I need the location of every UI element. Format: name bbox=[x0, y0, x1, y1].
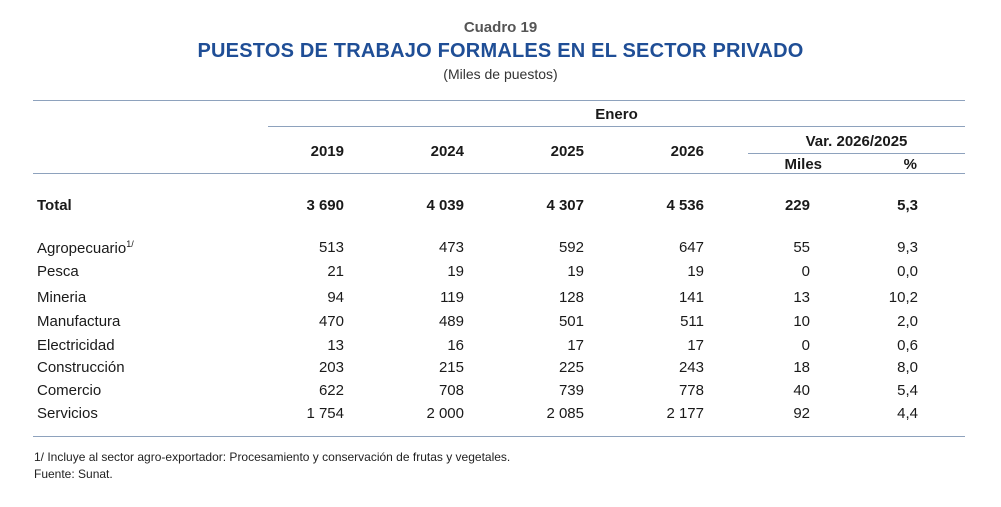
header-year-2026: 2026 bbox=[670, 143, 704, 160]
table-cell: 708 bbox=[438, 382, 464, 399]
table-cell: 473 bbox=[438, 239, 464, 256]
table-cell: 1 754 bbox=[306, 405, 344, 422]
table-cell: 0 bbox=[801, 263, 810, 280]
table-cell: 592 bbox=[558, 239, 584, 256]
table-cell: 513 bbox=[318, 239, 344, 256]
row-label: Electricidad bbox=[37, 337, 115, 354]
table-cell: 778 bbox=[678, 382, 704, 399]
table-cell: 19 bbox=[567, 263, 584, 280]
table-cell: 4 307 bbox=[546, 197, 584, 214]
table-cell: 489 bbox=[438, 313, 464, 330]
table-cell: 13 bbox=[327, 337, 344, 354]
row-label: Construcción bbox=[37, 359, 125, 376]
row-label: Agropecuario1/ bbox=[37, 239, 134, 257]
row-label-text: Agropecuario bbox=[37, 240, 127, 257]
row-label: Comercio bbox=[37, 382, 101, 399]
table-cell: 243 bbox=[678, 359, 704, 376]
table-cell: 4,4 bbox=[897, 405, 918, 422]
group-rule bbox=[268, 126, 965, 127]
row-label: Manufactura bbox=[37, 313, 120, 330]
table-cell: 0 bbox=[801, 337, 810, 354]
table-cell: 55 bbox=[793, 239, 810, 256]
table-cell: 13 bbox=[793, 289, 810, 306]
table-cell: 8,0 bbox=[897, 359, 918, 376]
table-cell: 10,2 bbox=[888, 289, 918, 306]
table-cell: 18 bbox=[793, 359, 810, 376]
table-cell: 141 bbox=[678, 289, 704, 306]
header-enero: Enero bbox=[595, 106, 638, 123]
row-label-text: Total bbox=[37, 197, 72, 214]
header-bottom-rule bbox=[33, 173, 965, 174]
table-unit: (Miles de puestos) bbox=[443, 66, 558, 82]
table-cell: 2,0 bbox=[897, 313, 918, 330]
table-cell: 16 bbox=[447, 337, 464, 354]
row-label-text: Servicios bbox=[37, 405, 98, 422]
table-cell: 17 bbox=[567, 337, 584, 354]
header-var-group: Var. 2026/2025 bbox=[805, 133, 908, 150]
table-cell: 0,0 bbox=[897, 263, 918, 280]
table-cell: 92 bbox=[793, 405, 810, 422]
table-cell: 501 bbox=[558, 313, 584, 330]
table-cell: 94 bbox=[327, 289, 344, 306]
table-cell: 40 bbox=[793, 382, 810, 399]
table-cell: 21 bbox=[327, 263, 344, 280]
table-cell: 215 bbox=[438, 359, 464, 376]
row-label: Mineria bbox=[37, 289, 86, 306]
table-cell: 229 bbox=[784, 197, 810, 214]
table-cell: 4 039 bbox=[426, 197, 464, 214]
table-cell: 2 177 bbox=[666, 405, 704, 422]
top-rule bbox=[33, 100, 965, 101]
table-label: Cuadro 19 bbox=[463, 19, 538, 36]
table-cell: 2 085 bbox=[546, 405, 584, 422]
table-cell: 19 bbox=[447, 263, 464, 280]
row-label: Pesca bbox=[37, 263, 79, 280]
table-cell: 203 bbox=[318, 359, 344, 376]
header-var-miles: Miles bbox=[784, 156, 822, 173]
table-cell: 17 bbox=[687, 337, 704, 354]
table-cell: 4 536 bbox=[666, 197, 704, 214]
table-cell: 0,6 bbox=[897, 337, 918, 354]
var-rule bbox=[748, 153, 965, 154]
table-cell: 10 bbox=[793, 313, 810, 330]
row-label-text: Comercio bbox=[37, 382, 102, 399]
table-cell: 5,4 bbox=[897, 382, 918, 399]
header-year-2019: 2019 bbox=[310, 143, 344, 160]
source-note: Fuente: Sunat. bbox=[34, 467, 113, 481]
row-label-text: Construcción bbox=[37, 359, 125, 376]
table-title: PUESTOS DE TRABAJO FORMALES EN EL SECTOR… bbox=[197, 40, 804, 62]
row-label-text: Pesca bbox=[37, 263, 79, 280]
header-year-2025: 2025 bbox=[550, 143, 584, 160]
table-cell: 511 bbox=[680, 313, 704, 330]
table-cell: 19 bbox=[687, 263, 704, 280]
bottom-rule bbox=[33, 436, 965, 437]
header-year-2024: 2024 bbox=[430, 143, 464, 160]
table-cell: 5,3 bbox=[897, 197, 918, 214]
table-cell: 9,3 bbox=[897, 239, 918, 256]
table-cell: 225 bbox=[558, 359, 584, 376]
table-cell: 119 bbox=[440, 289, 464, 306]
table-cell: 3 690 bbox=[306, 197, 344, 214]
table-cell: 470 bbox=[318, 313, 344, 330]
row-label-text: Mineria bbox=[37, 289, 87, 306]
table-cell: 647 bbox=[678, 239, 704, 256]
header-var-pct: % bbox=[903, 156, 917, 173]
footnote-marker: 1/ bbox=[126, 239, 134, 249]
table-cell: 128 bbox=[558, 289, 584, 306]
footnote: 1/ Incluye al sector agro-exportador: Pr… bbox=[34, 450, 511, 464]
table-cell: 2 000 bbox=[426, 405, 464, 422]
row-label: Servicios bbox=[37, 405, 98, 422]
table-cell: 622 bbox=[318, 382, 344, 399]
row-label: Total bbox=[37, 197, 72, 214]
table-cell: 739 bbox=[558, 382, 584, 399]
row-label-text: Electricidad bbox=[37, 337, 115, 354]
row-label-text: Manufactura bbox=[37, 313, 121, 330]
